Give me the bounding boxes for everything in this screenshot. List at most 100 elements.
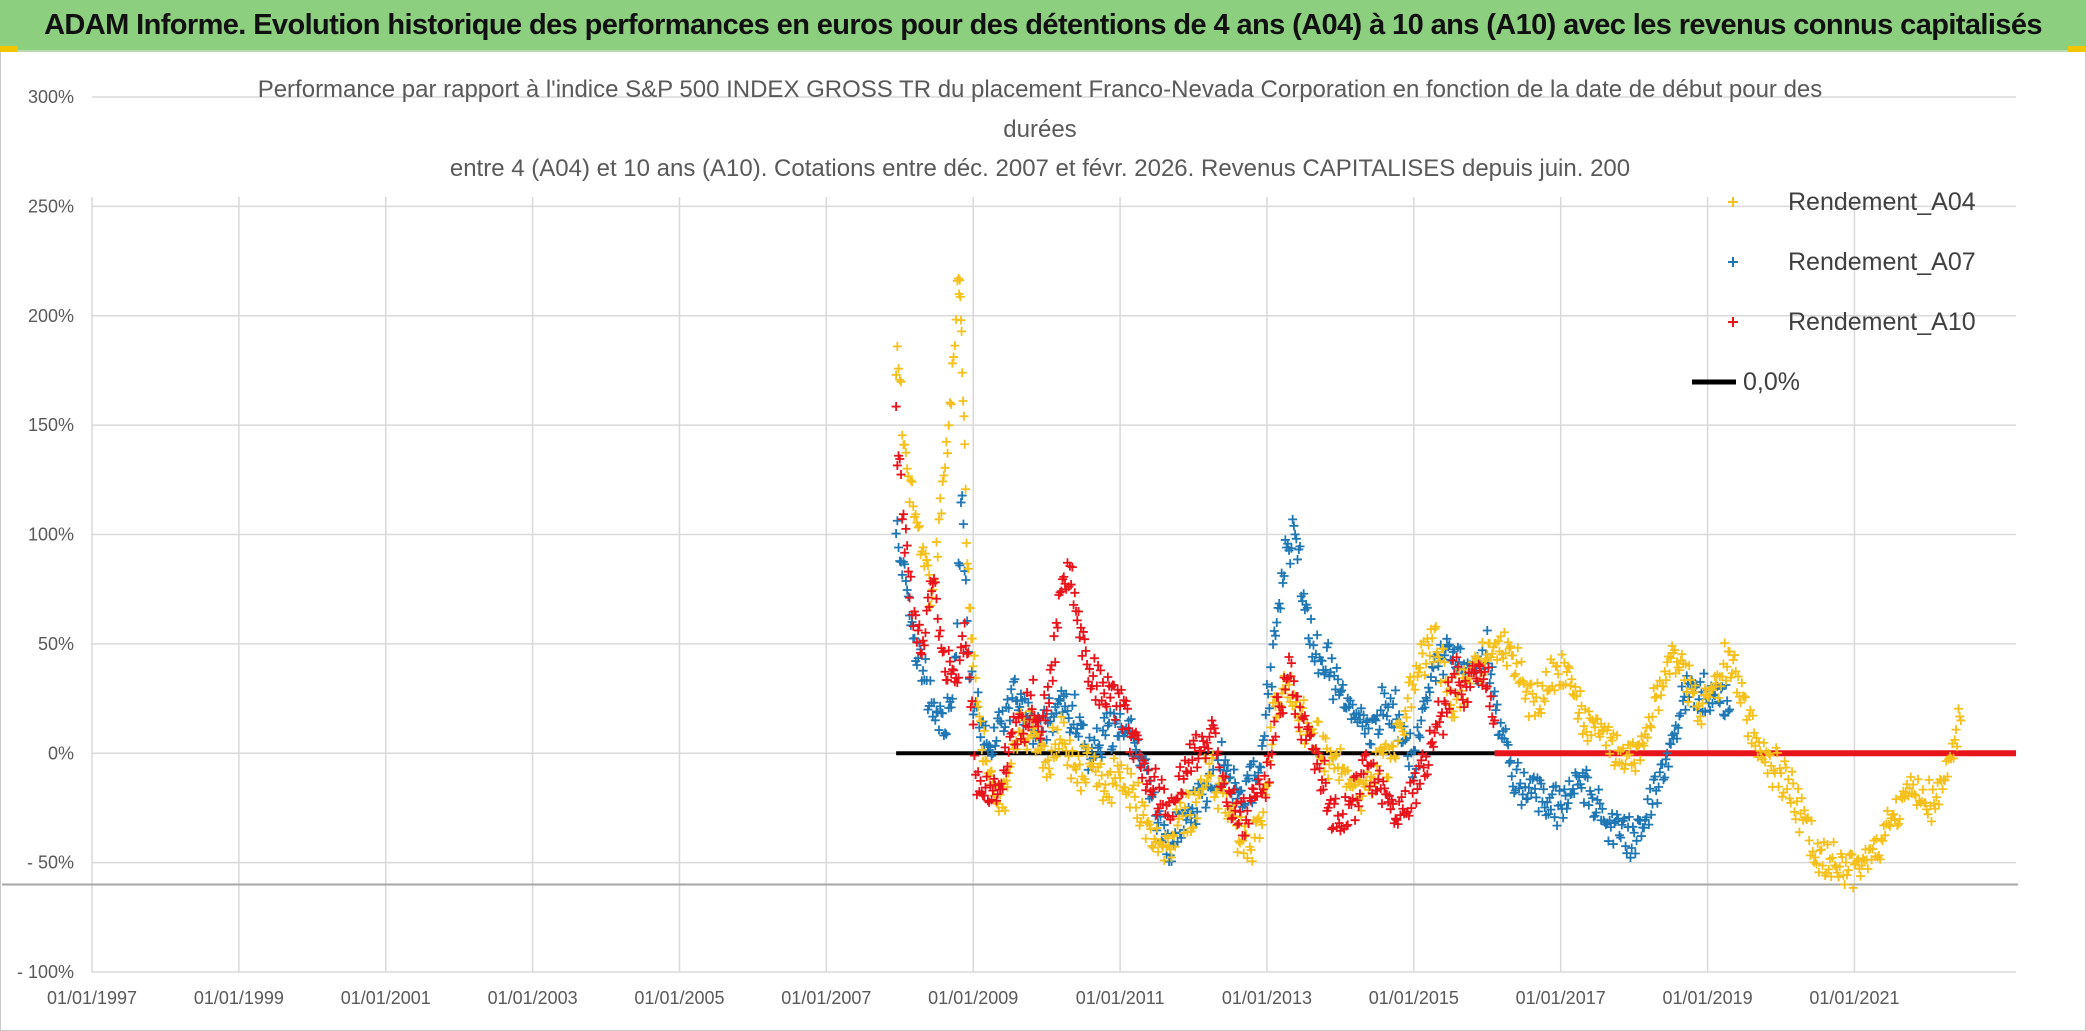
a04-point: [1501, 648, 1511, 658]
a07-point: [957, 491, 967, 501]
a10-point: [1233, 820, 1243, 830]
a07-point: [1202, 796, 1212, 806]
a07-point: [1639, 823, 1649, 833]
a07-point: [1285, 559, 1295, 569]
a07-point: [920, 654, 930, 664]
a10-point: [1099, 688, 1109, 698]
a10-point: [1135, 750, 1145, 760]
a07-point: [1715, 698, 1725, 708]
a07-point: [1517, 800, 1527, 810]
a07-point: [1524, 783, 1534, 793]
a10-point: [892, 460, 902, 470]
a04-point: [1048, 723, 1058, 733]
a04-point: [1144, 820, 1154, 830]
a04-point: [1573, 714, 1583, 724]
a04-point: [1499, 627, 1509, 637]
a10-point: [1148, 784, 1158, 794]
a04-point: [1146, 824, 1156, 834]
banner-corner-left: [0, 46, 18, 52]
a04-point: [1526, 679, 1536, 689]
a07-point: [1260, 731, 1270, 741]
a10-point: [1458, 695, 1468, 705]
a10-point: [1159, 784, 1169, 794]
a04-point: [1857, 861, 1867, 871]
a10-point: [1178, 789, 1188, 799]
a04-point: [1659, 681, 1669, 691]
a04-point: [1099, 786, 1109, 796]
a04-point: [1001, 775, 1011, 785]
a04-point: [1880, 830, 1890, 840]
a04-point: [1894, 819, 1903, 829]
a04-point: [1493, 636, 1503, 646]
a07-point: [1619, 813, 1629, 823]
a07-point: [1042, 735, 1052, 745]
a10-point: [1261, 793, 1271, 803]
a04-point: [1656, 690, 1666, 700]
a04-point: [1690, 680, 1700, 690]
a10-point: [1056, 586, 1066, 596]
a04-point: [1840, 880, 1850, 890]
a10-point: [1157, 775, 1167, 785]
a04-point: [1824, 864, 1834, 874]
a04-point: [1929, 798, 1939, 808]
a07-point: [973, 687, 983, 697]
a07-point: [1577, 783, 1587, 793]
a04-point: [1044, 764, 1054, 774]
a10-point: [1152, 810, 1162, 820]
a07-point: [1295, 541, 1305, 551]
a04-point: [1651, 692, 1661, 702]
a04-point: [939, 471, 949, 481]
a10-point: [1151, 764, 1161, 774]
a04-point: [1541, 667, 1551, 677]
a04-point: [1295, 726, 1305, 736]
a10-point: [1059, 572, 1069, 582]
a04-point: [1076, 786, 1086, 796]
a07-point: [1331, 684, 1340, 694]
a04-point: [1661, 675, 1671, 685]
a10-point: [1346, 800, 1356, 810]
a07-point: [1291, 534, 1301, 544]
a10-point: [1304, 722, 1314, 732]
a07-point: [1362, 716, 1372, 726]
a04-point: [1583, 736, 1593, 746]
a04-point: [1236, 812, 1246, 822]
a04-point: [1557, 650, 1567, 660]
a04-point: [1535, 704, 1545, 714]
a04-point: [1313, 717, 1323, 727]
a07-point: [1603, 836, 1613, 846]
a07-point: [1644, 820, 1654, 830]
a04-point: [1410, 685, 1420, 695]
a07-point: [1581, 765, 1591, 775]
a04-point: [1140, 801, 1150, 811]
a04-point: [1504, 643, 1514, 653]
a04-point: [1810, 852, 1820, 862]
a07-point: [1424, 683, 1434, 693]
a10-point: [944, 645, 954, 655]
a10-point: [954, 673, 964, 683]
a10-point: [980, 783, 990, 793]
a10-point: [1392, 815, 1402, 825]
a10-point: [1331, 794, 1340, 804]
a07-point: [1579, 798, 1589, 808]
a07-point: [1094, 740, 1104, 750]
a04-point: [1173, 820, 1183, 830]
a10-point: [1310, 765, 1320, 775]
a04-point: [1267, 740, 1277, 750]
a07-point: [1244, 774, 1254, 784]
a10-point: [1004, 747, 1014, 757]
a10-point: [1220, 772, 1230, 782]
a10-point: [1053, 623, 1063, 633]
a10-point: [1457, 689, 1467, 699]
a04-point: [1104, 792, 1114, 802]
a07-point: [1654, 782, 1664, 792]
a10-point: [988, 786, 998, 796]
a07-point: [935, 701, 945, 711]
a07-point: [1382, 711, 1392, 721]
a07-point: [1272, 618, 1282, 628]
a04-point: [1062, 760, 1072, 770]
a04-point: [1584, 706, 1594, 716]
a04-point: [1258, 807, 1268, 817]
a04-point: [1892, 821, 1902, 831]
a10-point: [952, 678, 962, 688]
a04-point: [1624, 750, 1634, 760]
